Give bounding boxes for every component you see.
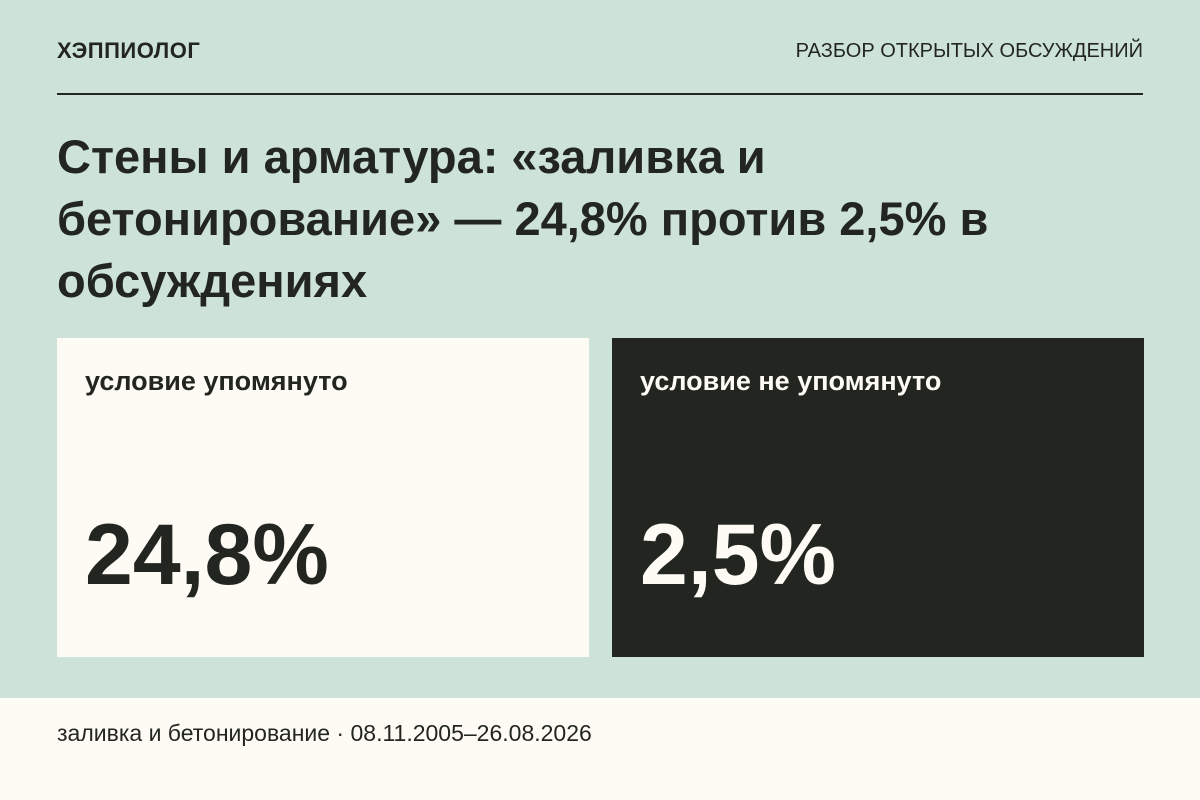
card-label: условие упомянуто: [85, 366, 348, 396]
section-label: РАЗБОР ОТКРЫТЫХ ОБСУЖДЕНИЙ: [795, 40, 1143, 62]
title: Стены и арматура: «заливка и бетонирован…: [57, 130, 989, 307]
footer-text: заливка и бетонирование · 08.11.2005–26.…: [57, 720, 592, 746]
card-label: условие не упомянуто: [640, 366, 942, 396]
card-value: 2,5%: [640, 507, 837, 603]
brand: ХЭППИОЛОГ: [57, 38, 201, 63]
card: условие не упомянуто 2,5%: [612, 338, 1144, 657]
divider: [57, 93, 1143, 95]
footer: заливка и бетонирование · 08.11.2005–26.…: [0, 698, 1200, 800]
card-value: 24,8%: [85, 507, 329, 603]
card: условие упомянуто 24,8%: [57, 338, 589, 657]
